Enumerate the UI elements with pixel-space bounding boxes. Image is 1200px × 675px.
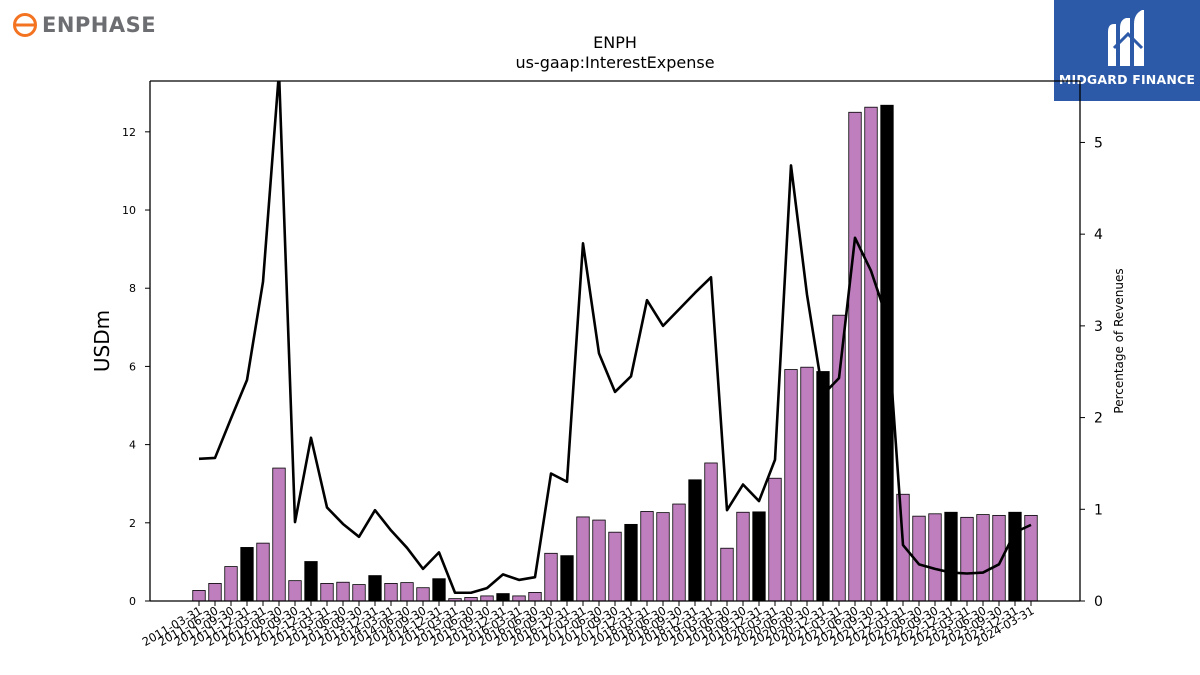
bar-2023-12-31 <box>1008 511 1022 602</box>
y-axis-label: USDm <box>90 310 114 372</box>
bar-2012-09-30 <box>288 580 302 602</box>
bar-2019-09-30 <box>736 511 750 602</box>
x-ticks: 2011-03-312011-06-302011-09-302011-12-31… <box>140 601 1037 649</box>
bar-2013-09-30 <box>352 584 366 602</box>
bar-2023-03-31 <box>960 516 974 602</box>
y-tick-label: 0 <box>129 595 136 608</box>
bar-2022-09-30 <box>928 513 942 602</box>
bar-2011-06-30 <box>208 583 222 602</box>
chart-title: ENPH <box>593 33 637 52</box>
line-series <box>198 81 1032 595</box>
percentage-of-revenues-line <box>198 81 1032 595</box>
bar-2016-03-31 <box>512 595 526 602</box>
y-tick-label: 8 <box>129 282 136 295</box>
bar-2021-03-31 <box>832 314 846 602</box>
bar-2018-03-31 <box>640 511 654 602</box>
enphase-mark-icon <box>13 13 37 37</box>
bar-2017-03-31 <box>576 516 590 602</box>
bar-2011-03-31 <box>192 590 206 602</box>
enphase-logo-text: ENPHASE <box>42 13 157 37</box>
bar-2012-12-31 <box>304 561 318 602</box>
y-ticks: 0 2 4 6 8 10 12 <box>122 126 150 608</box>
bar-2013-12-31 <box>368 575 382 602</box>
bar-2015-09-30 <box>480 595 494 602</box>
bar-series <box>192 104 1038 602</box>
midgard-mark-icon <box>1108 10 1144 66</box>
y-tick-label: 4 <box>129 439 136 452</box>
bar-2014-03-31 <box>384 583 398 602</box>
y2-tick-label: 0 <box>1094 594 1103 610</box>
y2-tick-label: 1 <box>1094 502 1103 518</box>
bar-2018-06-30 <box>656 512 670 602</box>
bar-2014-06-30 <box>400 582 414 602</box>
bar-2018-09-30 <box>672 503 686 602</box>
bar-2019-12-31 <box>752 511 766 602</box>
bar-2022-03-31 <box>896 493 910 602</box>
bar-2022-12-31 <box>944 511 958 602</box>
bar-2018-12-31 <box>688 479 702 602</box>
y-tick-label: 12 <box>122 126 136 139</box>
y2-ticks: 0 1 2 3 4 5 <box>1080 135 1103 610</box>
chart-subtitle: us-gaap:InterestExpense <box>515 53 714 72</box>
midgard-finance-logo: MIDGARD FINANCE <box>1054 0 1200 101</box>
bar-2019-03-31 <box>704 462 718 602</box>
y2-tick-label: 2 <box>1094 411 1103 427</box>
bar-2011-09-30 <box>224 566 238 602</box>
bar-2021-12-31 <box>880 104 894 602</box>
midgard-logo-text: MIDGARD FINANCE <box>1058 72 1196 87</box>
bar-2015-12-31 <box>496 593 510 602</box>
y-tick-label: 6 <box>129 360 136 373</box>
bar-2016-12-31 <box>560 555 574 602</box>
y2-tick-label: 5 <box>1094 135 1103 151</box>
bar-2013-06-30 <box>336 581 350 602</box>
bar-2016-09-30 <box>544 552 558 602</box>
bar-2020-06-30 <box>784 369 798 602</box>
enphase-logo: ENPHASE <box>12 12 156 38</box>
bar-2020-03-31 <box>768 477 782 602</box>
bar-2017-12-31 <box>624 523 638 602</box>
y2-axis-label: Percentage of Revenues <box>1112 268 1126 413</box>
bar-2012-03-31 <box>256 542 270 602</box>
bar-2020-12-31 <box>816 371 830 602</box>
y-tick-label: 10 <box>122 204 136 217</box>
bar-2012-06-30 <box>272 467 286 602</box>
bar-2021-09-30 <box>864 106 878 602</box>
bar-2023-06-30 <box>976 514 990 602</box>
bar-2017-06-30 <box>592 519 606 602</box>
y2-tick-label: 4 <box>1094 227 1103 243</box>
bar-2014-12-31 <box>432 578 446 602</box>
bar-2016-06-30 <box>528 592 542 602</box>
bar-2019-06-30 <box>720 547 734 602</box>
bar-2013-03-31 <box>320 583 334 602</box>
bar-2017-09-30 <box>608 531 622 602</box>
y-tick-label: 2 <box>129 517 136 530</box>
bar-2014-09-30 <box>416 587 430 602</box>
bar-2020-09-30 <box>800 366 814 602</box>
y2-tick-label: 3 <box>1094 319 1103 335</box>
bar-2011-12-31 <box>240 547 254 602</box>
bar-2021-06-30 <box>848 111 862 602</box>
